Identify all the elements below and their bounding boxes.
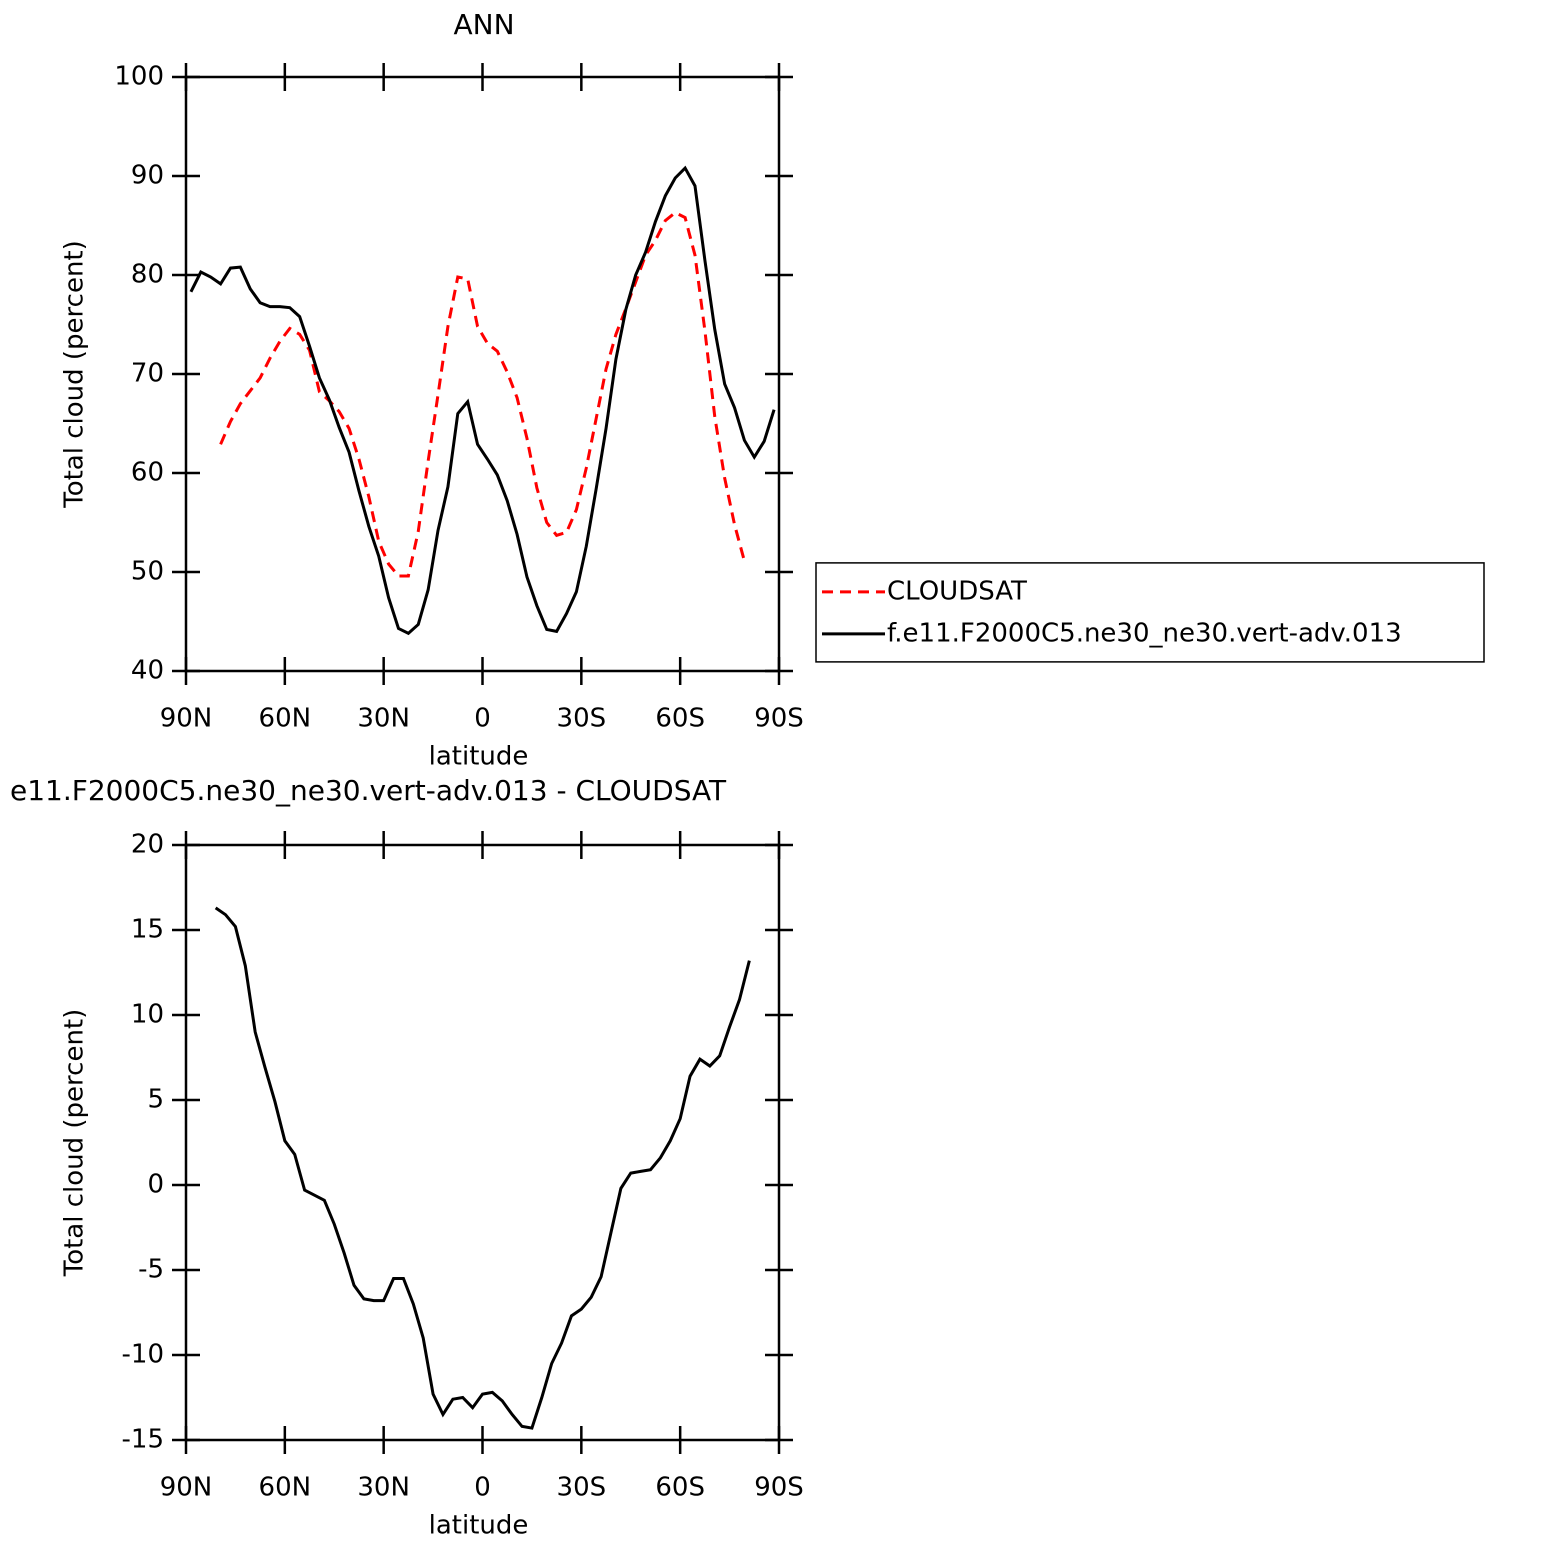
y-axis-label: Total cloud (percent) <box>60 240 90 509</box>
x-tick-label: 30N <box>357 1473 410 1503</box>
series-line <box>219 210 746 578</box>
plot-frame <box>184 843 781 1442</box>
y-tick-label: -5 <box>138 1255 164 1285</box>
legend-label: f.e11.F2000C5.ne30_ne30.vert-adv.013 <box>887 618 1402 648</box>
y-tick-label: 5 <box>147 1085 164 1115</box>
x-tick-label: 60N <box>259 1473 312 1503</box>
x-tick-label: 90S <box>754 704 804 734</box>
y-tick-label: 50 <box>131 557 164 587</box>
x-tick-label: 0 <box>474 704 491 734</box>
x-tick-label: 30N <box>357 704 410 734</box>
y-tick-label: -10 <box>122 1340 164 1370</box>
y-tick-label: 90 <box>131 161 164 191</box>
series-line <box>189 165 776 636</box>
y-tick-label: 100 <box>114 62 164 92</box>
y-tick-label: 0 <box>147 1170 164 1200</box>
x-axis-label: latitude <box>429 742 529 772</box>
legend-label: CLOUDSAT <box>887 576 1027 606</box>
x-tick-label: 30S <box>557 1473 607 1503</box>
y-tick-label: 15 <box>131 915 164 945</box>
x-tick-label: 90N <box>160 704 213 734</box>
plot-frame <box>184 75 781 673</box>
y-tick-label: 60 <box>131 458 164 488</box>
y-axis-label: Total cloud (percent) <box>60 1009 90 1278</box>
x-tick-label: 0 <box>474 1473 491 1503</box>
x-tick-label: 90S <box>754 1473 804 1503</box>
y-tick-label: 20 <box>131 830 164 860</box>
y-tick-label: -15 <box>122 1425 164 1455</box>
x-tick-label: 60N <box>259 704 312 734</box>
series-line <box>214 906 751 1430</box>
y-tick-label: 40 <box>131 656 164 686</box>
y-tick-label: 70 <box>131 359 164 389</box>
chart-title: ANN <box>453 8 514 41</box>
x-axis-label: latitude <box>429 1511 529 1541</box>
x-tick-label: 60S <box>655 704 705 734</box>
x-tick-label: 30S <box>557 704 607 734</box>
chart-title: e11.F2000C5.ne30_ne30.vert-adv.013 - CLO… <box>10 774 727 807</box>
y-tick-label: 10 <box>131 1000 164 1030</box>
x-tick-label: 90N <box>160 1473 213 1503</box>
legend-box <box>815 562 1485 663</box>
x-tick-label: 60S <box>655 1473 705 1503</box>
y-tick-label: 80 <box>131 260 164 290</box>
